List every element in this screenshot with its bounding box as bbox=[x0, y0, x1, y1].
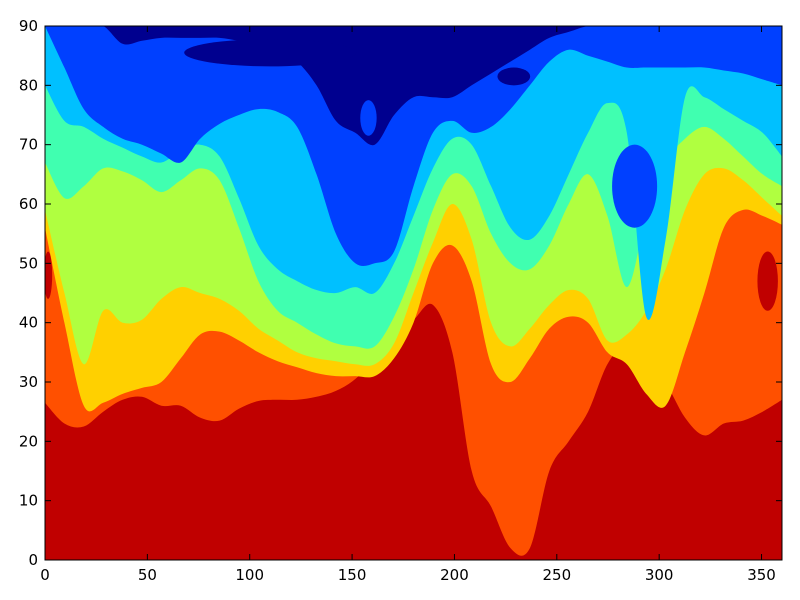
y-tick-label: 90 bbox=[19, 17, 38, 35]
contour-island-1 bbox=[184, 39, 357, 67]
contour-band-level-1 bbox=[45, 26, 782, 146]
contour-band-level-2 bbox=[45, 26, 782, 267]
axes: 0 50 100 150 200 250 300 350 0 10 20 30 40 50 60 70 80 90 bbox=[19, 17, 782, 584]
y-tick-label: 10 bbox=[19, 492, 38, 510]
x-tick-label: 50 bbox=[138, 566, 157, 584]
x-tick-label: 200 bbox=[440, 566, 469, 584]
plot-frame bbox=[44, 25, 783, 561]
x-tick-label: 250 bbox=[542, 566, 571, 584]
contour-island-4 bbox=[612, 144, 658, 228]
x-tick-label: 300 bbox=[645, 566, 674, 584]
x-tick-label: 150 bbox=[338, 566, 367, 584]
plot-area bbox=[45, 26, 782, 560]
contour-island-5 bbox=[757, 251, 778, 311]
y-tick-label: 40 bbox=[19, 314, 38, 332]
y-tick-label: 30 bbox=[19, 373, 38, 391]
contour-island-2 bbox=[360, 100, 377, 136]
y-tick-label: 60 bbox=[19, 195, 38, 213]
y-tick-label: 0 bbox=[28, 551, 38, 569]
y-tick-label: 80 bbox=[19, 76, 38, 94]
contour-island-3 bbox=[497, 67, 531, 86]
x-tick-label: 100 bbox=[235, 566, 264, 584]
x-tick-label: 350 bbox=[747, 566, 776, 584]
y-tick-label: 70 bbox=[19, 136, 38, 154]
y-tick-label: 20 bbox=[19, 432, 38, 450]
y-tick-label: 50 bbox=[19, 254, 38, 272]
x-tick-label: 0 bbox=[40, 566, 50, 584]
